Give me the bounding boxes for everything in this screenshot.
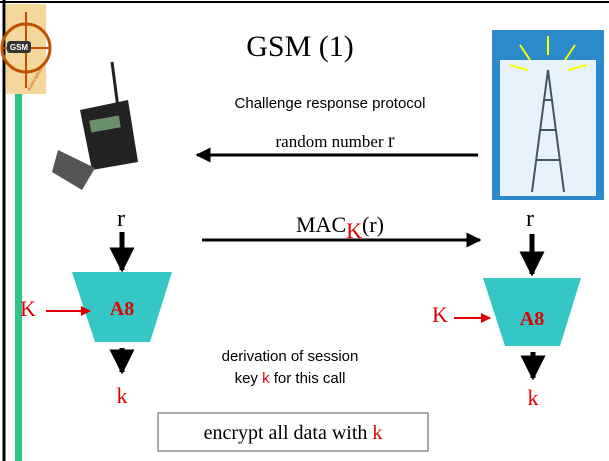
logo-name: GSM [10,43,29,52]
tower-image [492,30,604,200]
slide: GSM Association GSM (1) Challenge respon… [0,0,609,461]
response-arg: (r) [362,212,384,237]
mobile-key: K [20,296,36,321]
subtitle: Challenge response protocol [235,95,426,112]
response-mac: MAC [296,212,346,237]
network-key: K [432,302,448,327]
side-bar [15,92,22,461]
footer-key: k [372,422,382,444]
challenge-var: r [388,130,395,152]
note-line1: derivation of session [222,348,359,365]
footer: encrypt all data with k [204,422,383,444]
note-post: for this call [270,370,346,387]
title: GSM (1) [246,30,354,63]
mobile-input: r [117,206,125,232]
note-line2: key k for this call [235,370,346,387]
response-key: K [346,218,362,243]
challenge-text: random number [275,132,387,151]
network-algorithm: A8 [520,308,544,330]
note-pre: key [235,370,263,387]
mobile-algorithm: A8 [110,298,134,320]
logo: GSM Association [2,4,50,94]
network-output: k [528,385,539,410]
challenge-label: random number r [275,130,394,152]
network-input: r [526,206,534,232]
mobile-output: k [117,383,128,408]
footer-text: encrypt all data with [204,422,373,444]
